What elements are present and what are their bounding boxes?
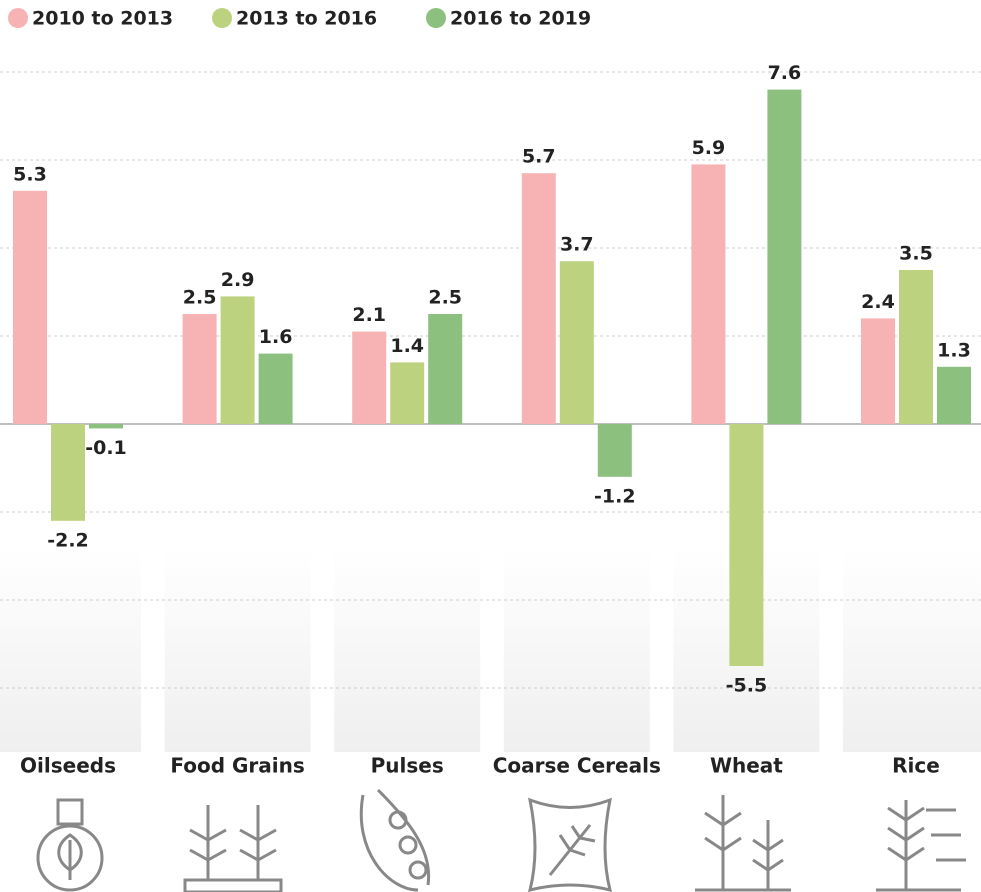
value-label: 2.5: [428, 287, 462, 309]
bar: [51, 424, 85, 521]
value-label: 3.7: [560, 234, 594, 256]
category-label: Coarse Cereals: [493, 754, 661, 778]
value-label: 1.6: [259, 326, 293, 348]
value-label: 5.9: [692, 137, 726, 159]
category-label: Oilseeds: [20, 754, 116, 778]
value-label: 2.4: [861, 291, 895, 313]
bar: [13, 190, 47, 424]
bar: [597, 424, 632, 477]
category-panel: [503, 545, 650, 752]
bar: [89, 424, 123, 429]
category-panel: [334, 545, 481, 752]
legend-swatch: [8, 8, 28, 28]
category-label: Wheat: [710, 754, 783, 778]
bar: [559, 261, 594, 424]
bar: [182, 314, 217, 424]
legend-label: 2010 to 2013: [32, 8, 173, 30]
value-label: 5.7: [522, 146, 556, 168]
value-label: 2.9: [221, 269, 255, 291]
value-label: -5.5: [726, 675, 768, 697]
bar: [428, 314, 463, 424]
value-label: -0.1: [85, 437, 127, 459]
category-panel: [164, 545, 311, 752]
bar: [861, 318, 895, 424]
value-label: 7.6: [768, 62, 802, 84]
bar: [390, 362, 425, 424]
value-label: -1.2: [594, 485, 636, 507]
value-label: 1.3: [937, 339, 971, 361]
bar: [258, 353, 293, 424]
legend-swatch: [212, 8, 232, 28]
category-label: Food Grains: [170, 754, 304, 778]
value-label: 5.3: [13, 163, 47, 185]
value-label: 2.1: [352, 304, 386, 326]
bar: [691, 164, 726, 424]
bar: [767, 89, 802, 424]
legend-label: 2016 to 2019: [450, 8, 591, 30]
category-label: Pulses: [371, 754, 444, 778]
bar: [937, 366, 971, 424]
category-panel: [843, 545, 981, 752]
legend-label: 2013 to 2016: [236, 8, 377, 30]
value-label: 2.5: [183, 287, 217, 309]
bar: [729, 424, 764, 666]
bar: [899, 270, 933, 424]
legend-swatch: [426, 8, 446, 28]
category-panel: [0, 545, 141, 752]
category-label: Rice: [892, 754, 940, 778]
bar: [521, 173, 556, 424]
bar: [220, 296, 255, 424]
value-label: 1.4: [390, 335, 424, 357]
icons: [36, 788, 966, 892]
value-label: 3.5: [899, 243, 933, 265]
bar: [352, 331, 387, 424]
value-label: -2.2: [47, 529, 89, 551]
